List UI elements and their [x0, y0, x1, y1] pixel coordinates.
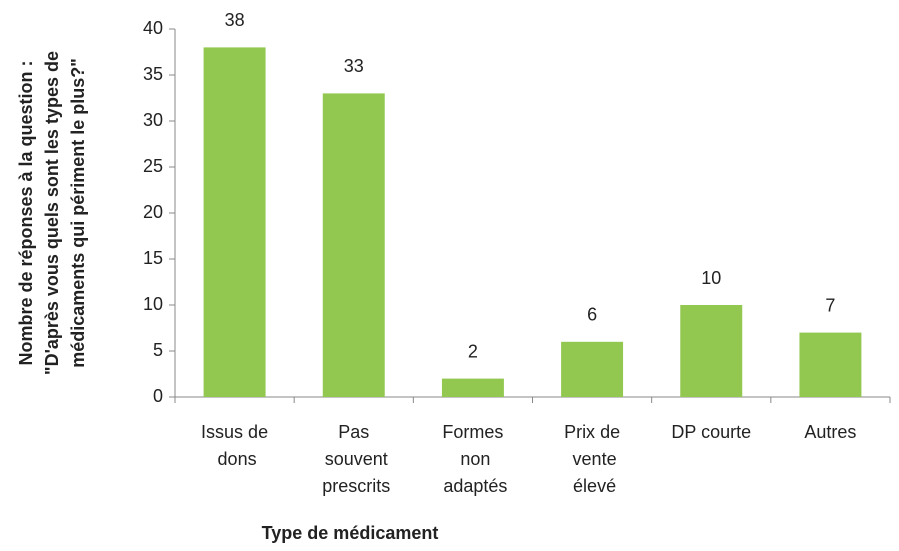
data-label: 10 [701, 268, 721, 288]
y-tick-label: 30 [143, 110, 163, 130]
data-label: 38 [225, 10, 245, 30]
bar [322, 93, 385, 398]
x-tick-label: Pas souvent prescrits [317, 422, 390, 496]
y-tick-label: 35 [143, 64, 163, 84]
y-tick-label: 15 [143, 248, 163, 268]
bar [441, 378, 504, 397]
y-tick-label: 40 [143, 18, 163, 38]
x-tick-label: DP courte [671, 422, 751, 442]
y-tick-label: 20 [143, 202, 163, 222]
y-tick-label: 0 [153, 386, 163, 406]
x-tick-label: Formes non adaptés [438, 422, 507, 496]
y-tick-label: 25 [143, 156, 163, 176]
y-tick-label: 5 [153, 340, 163, 360]
y-axis-title: médicaments qui périment le plus?" [68, 58, 88, 368]
data-label: 6 [587, 305, 597, 325]
data-label: 7 [825, 295, 835, 315]
x-axis-title: Type de médicament [262, 523, 439, 543]
bar [561, 341, 624, 397]
data-label: 33 [344, 56, 364, 76]
y-axis-title: Nombre de réponses à la question : [16, 60, 36, 365]
bar [799, 332, 862, 397]
bar [203, 47, 266, 398]
bar [680, 305, 743, 397]
x-tick-label: Prix de vente élevé [564, 422, 620, 496]
y-axis-title: "D'après vous quels sont les types de [42, 51, 62, 375]
data-label: 2 [468, 341, 478, 361]
x-tick-label: Autres [804, 422, 856, 442]
y-tick-label: 10 [143, 294, 163, 314]
x-tick-label: Issus de dons [201, 422, 268, 469]
